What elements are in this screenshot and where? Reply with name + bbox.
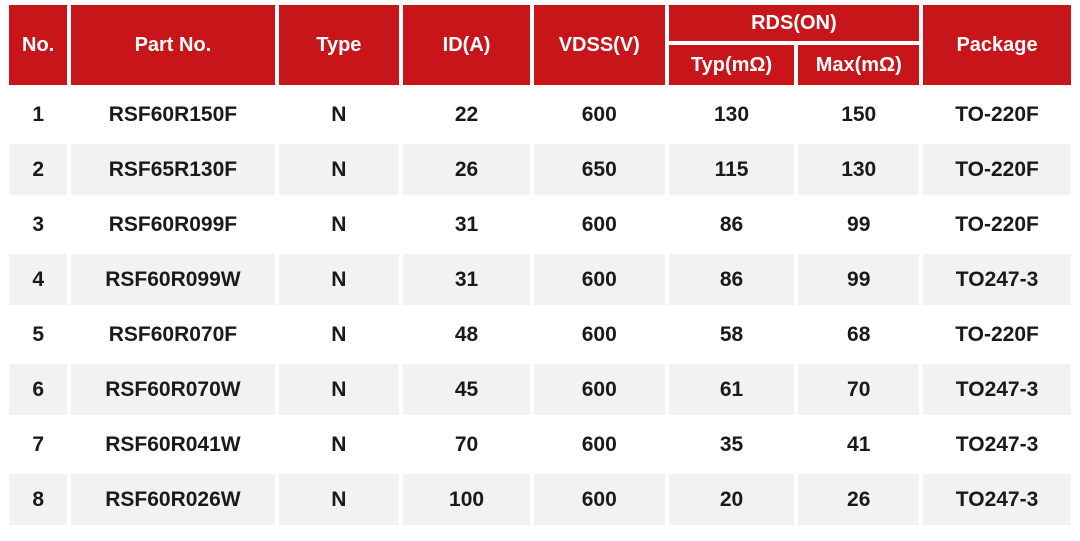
cell-type: N [278, 199, 400, 250]
cell-package: TO-220F [923, 89, 1071, 140]
cell-type: N [278, 419, 400, 470]
cell-part-no: RSF60R150F [71, 89, 275, 140]
cell-part-no: RSF60R026W [71, 474, 275, 525]
cell-rds-max: 150 [798, 89, 920, 140]
cell-package: TO247-3 [923, 419, 1071, 470]
header-no: No. [9, 5, 68, 85]
header-type: Type [278, 5, 400, 85]
cell-vdss: 600 [533, 364, 665, 415]
cell-no: 8 [9, 474, 68, 525]
cell-type: N [278, 144, 400, 195]
cell-rds-max: 26 [798, 474, 920, 525]
header-row-main: No. Part No. Type ID(A) VDSS(V) RDS(ON) … [9, 5, 1071, 85]
table-row: 6 RSF60R070W N 45 600 61 70 TO247-3 [9, 364, 1071, 415]
cell-id-a: 31 [403, 254, 530, 305]
cell-rds-max: 41 [798, 419, 920, 470]
header-vdss: VDSS(V) [533, 5, 665, 85]
header-rds-group: RDS(ON) [668, 5, 920, 41]
cell-no: 2 [9, 144, 68, 195]
cell-id-a: 26 [403, 144, 530, 195]
table-row: 8 RSF60R026W N 100 600 20 26 TO247-3 [9, 474, 1071, 525]
cell-no: 5 [9, 309, 68, 360]
cell-rds-max: 99 [798, 254, 920, 305]
cell-id-a: 100 [403, 474, 530, 525]
cell-no: 6 [9, 364, 68, 415]
mosfet-spec-table: No. Part No. Type ID(A) VDSS(V) RDS(ON) … [5, 1, 1075, 529]
cell-rds-typ: 20 [668, 474, 795, 525]
cell-no: 1 [9, 89, 68, 140]
header-row-sub: Typ(mΩ) Max(mΩ) [9, 45, 1071, 85]
cell-rds-max: 68 [798, 309, 920, 360]
cell-no: 3 [9, 199, 68, 250]
table-row: 4 RSF60R099W N 31 600 86 99 TO247-3 [9, 254, 1071, 305]
cell-vdss: 600 [533, 309, 665, 360]
cell-part-no: RSF60R099F [71, 199, 275, 250]
cell-part-no: RSF60R070W [71, 364, 275, 415]
table-row: 2 RSF65R130F N 26 650 115 130 TO-220F [9, 144, 1071, 195]
cell-id-a: 48 [403, 309, 530, 360]
cell-rds-max: 99 [798, 199, 920, 250]
cell-package: TO247-3 [923, 474, 1071, 525]
table-header: No. Part No. Type ID(A) VDSS(V) RDS(ON) … [9, 5, 1071, 85]
header-package: Package [923, 5, 1071, 85]
cell-part-no: RSF60R041W [71, 419, 275, 470]
cell-rds-max: 130 [798, 144, 920, 195]
header-rds-typ: Typ(mΩ) [668, 45, 795, 85]
table-row: 5 RSF60R070F N 48 600 58 68 TO-220F [9, 309, 1071, 360]
cell-rds-typ: 86 [668, 254, 795, 305]
cell-vdss: 600 [533, 474, 665, 525]
cell-type: N [278, 309, 400, 360]
cell-vdss: 600 [533, 199, 665, 250]
cell-vdss: 600 [533, 419, 665, 470]
cell-type: N [278, 89, 400, 140]
cell-part-no: RSF65R130F [71, 144, 275, 195]
cell-rds-typ: 115 [668, 144, 795, 195]
cell-package: TO247-3 [923, 364, 1071, 415]
table-row: 3 RSF60R099F N 31 600 86 99 TO-220F [9, 199, 1071, 250]
cell-type: N [278, 364, 400, 415]
cell-rds-typ: 86 [668, 199, 795, 250]
cell-no: 4 [9, 254, 68, 305]
cell-part-no: RSF60R070F [71, 309, 275, 360]
cell-id-a: 70 [403, 419, 530, 470]
cell-rds-max: 70 [798, 364, 920, 415]
cell-id-a: 22 [403, 89, 530, 140]
table-body: 1 RSF60R150F N 22 600 130 150 TO-220F 2 … [9, 89, 1071, 525]
header-id-a: ID(A) [403, 5, 530, 85]
cell-rds-typ: 130 [668, 89, 795, 140]
cell-no: 7 [9, 419, 68, 470]
cell-package: TO-220F [923, 199, 1071, 250]
cell-rds-typ: 35 [668, 419, 795, 470]
table-row: 1 RSF60R150F N 22 600 130 150 TO-220F [9, 89, 1071, 140]
cell-type: N [278, 474, 400, 525]
cell-package: TO247-3 [923, 254, 1071, 305]
cell-vdss: 600 [533, 254, 665, 305]
header-part-no: Part No. [71, 5, 275, 85]
cell-id-a: 31 [403, 199, 530, 250]
cell-vdss: 650 [533, 144, 665, 195]
cell-part-no: RSF60R099W [71, 254, 275, 305]
header-rds-max: Max(mΩ) [798, 45, 920, 85]
table-row: 7 RSF60R041W N 70 600 35 41 TO247-3 [9, 419, 1071, 470]
cell-package: TO-220F [923, 144, 1071, 195]
cell-package: TO-220F [923, 309, 1071, 360]
cell-type: N [278, 254, 400, 305]
cell-vdss: 600 [533, 89, 665, 140]
cell-id-a: 45 [403, 364, 530, 415]
cell-rds-typ: 61 [668, 364, 795, 415]
cell-rds-typ: 58 [668, 309, 795, 360]
